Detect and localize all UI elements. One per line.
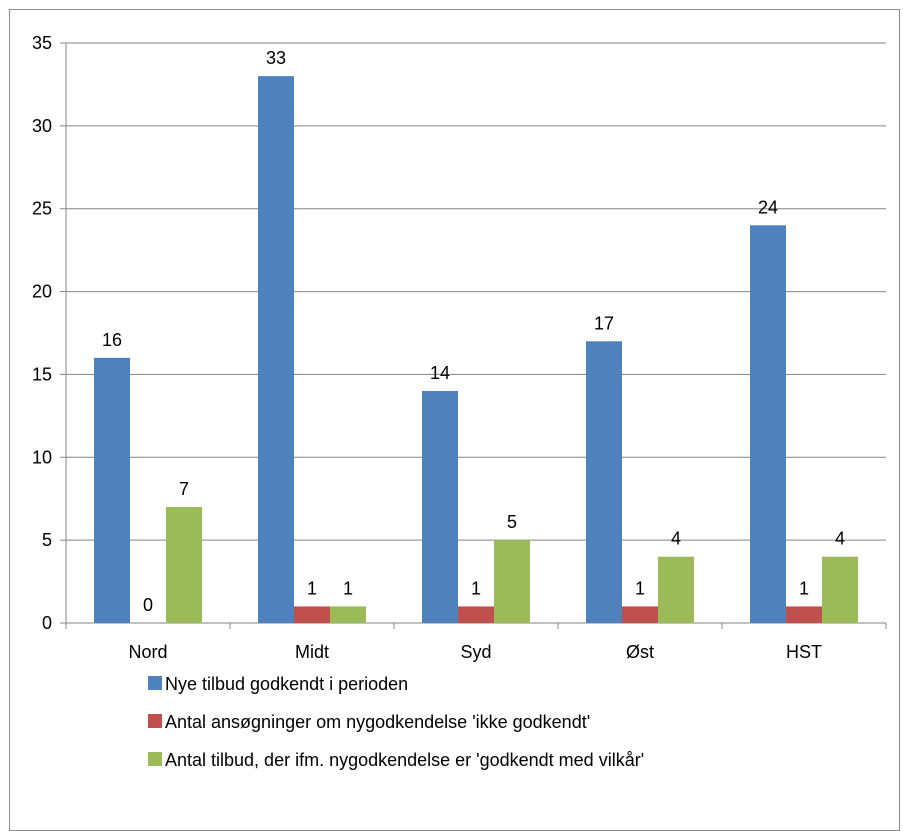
x-tick-label: Nord [128, 642, 167, 662]
data-label: 4 [835, 529, 845, 549]
x-tick-label: HST [786, 642, 822, 662]
y-tick-label: 5 [42, 530, 52, 550]
data-label: 1 [635, 578, 645, 598]
bar [494, 540, 530, 623]
data-label: 24 [758, 197, 778, 217]
y-tick-label: 15 [32, 364, 52, 384]
data-label: 1 [799, 578, 809, 598]
data-label: 16 [102, 330, 122, 350]
bar [822, 556, 858, 623]
data-label: 4 [671, 529, 681, 549]
data-label: 0 [143, 595, 153, 615]
bar [458, 606, 494, 623]
data-label: 1 [307, 578, 317, 598]
legend-label: Antal ansøgninger om nygodkendelse 'ikke… [165, 712, 590, 732]
y-tick-label: 25 [32, 199, 52, 219]
legend-swatch [148, 714, 162, 728]
bars [94, 76, 858, 624]
legend-swatch [148, 752, 162, 766]
bar [750, 225, 786, 624]
data-label: 1 [471, 578, 481, 598]
bar [330, 606, 366, 623]
bar [422, 391, 458, 623]
bar [622, 606, 658, 623]
bar [166, 507, 202, 623]
legend-label: Antal tilbud, der ifm. nygodkendelse er … [165, 750, 644, 770]
gridlines [66, 42, 886, 541]
data-label: 1 [343, 578, 353, 598]
y-tick-label: 30 [32, 116, 52, 136]
data-label: 7 [179, 479, 189, 499]
y-tick-label: 20 [32, 282, 52, 302]
legend-label: Nye tilbud godkendt i perioden [165, 674, 408, 694]
bar [294, 606, 330, 623]
data-label: 5 [507, 512, 517, 532]
bar [786, 606, 822, 623]
x-tick-label: Syd [460, 642, 491, 662]
data-label: 33 [266, 48, 286, 68]
x-tick-label: Midt [295, 642, 329, 662]
data-label: 17 [594, 313, 614, 333]
legend-swatch [148, 676, 162, 690]
legend: Nye tilbud godkendt i perioden Antal ansø… [148, 674, 644, 770]
bar [658, 556, 694, 623]
data-label: 14 [430, 363, 450, 383]
y-tick-label: 10 [32, 447, 52, 467]
y-tick-label: 0 [42, 613, 52, 633]
x-tick-label: Øst [626, 642, 654, 662]
y-tick-label: 35 [32, 33, 52, 53]
bar [94, 357, 130, 623]
bar [258, 76, 294, 623]
bar [586, 341, 622, 623]
